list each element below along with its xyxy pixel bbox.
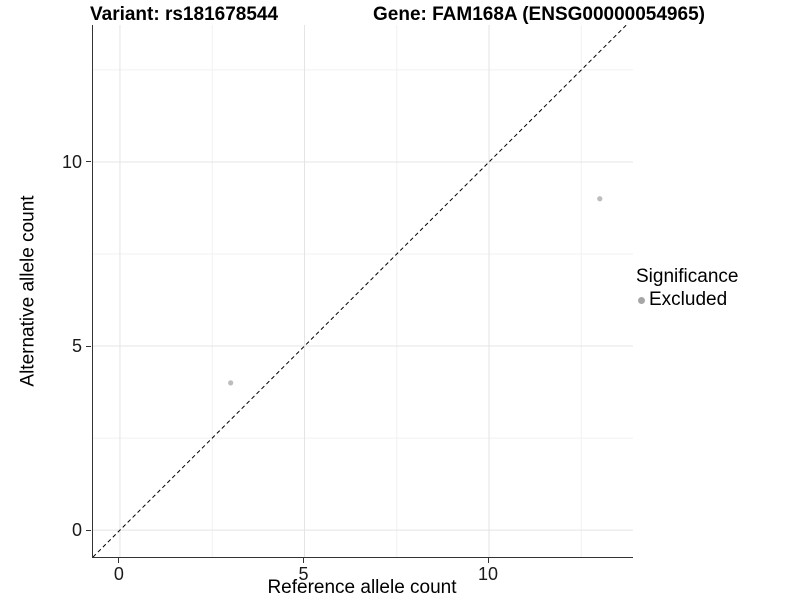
- y-tick-mark: [86, 345, 91, 347]
- x-tick-label: 0: [113, 564, 124, 584]
- x-tick-label: 5: [298, 564, 309, 584]
- y-tick-label: 5: [71, 336, 82, 357]
- legend-item-label: Excluded: [649, 289, 728, 310]
- legend: Significance Excluded: [636, 266, 738, 311]
- x-tick-label: 10: [478, 564, 499, 584]
- x-tick-mark: [302, 558, 304, 563]
- legend-item-excluded: Excluded: [636, 289, 738, 311]
- y-tick-mark: [86, 529, 91, 531]
- identity-dashed-line: [93, 25, 627, 557]
- y-tick-mark: [86, 161, 91, 163]
- plot-panel: [92, 25, 633, 558]
- data-point: [228, 380, 234, 386]
- x-axis-title: Reference allele count: [267, 577, 457, 598]
- y-axis-title: Alternative allele count: [17, 195, 39, 387]
- data-point: [597, 196, 603, 202]
- variant-title: Variant: rs181678544: [90, 4, 279, 25]
- x-tick-mark: [487, 558, 489, 563]
- gene-title: Gene: FAM168A (ENSG00000054965): [373, 4, 705, 25]
- plot-canvas: [93, 25, 633, 557]
- y-tick-label: 10: [61, 151, 82, 172]
- legend-point-icon: [638, 296, 645, 304]
- legend-title: Significance: [636, 266, 739, 287]
- x-tick-mark: [118, 558, 120, 563]
- y-tick-label: 0: [71, 520, 82, 541]
